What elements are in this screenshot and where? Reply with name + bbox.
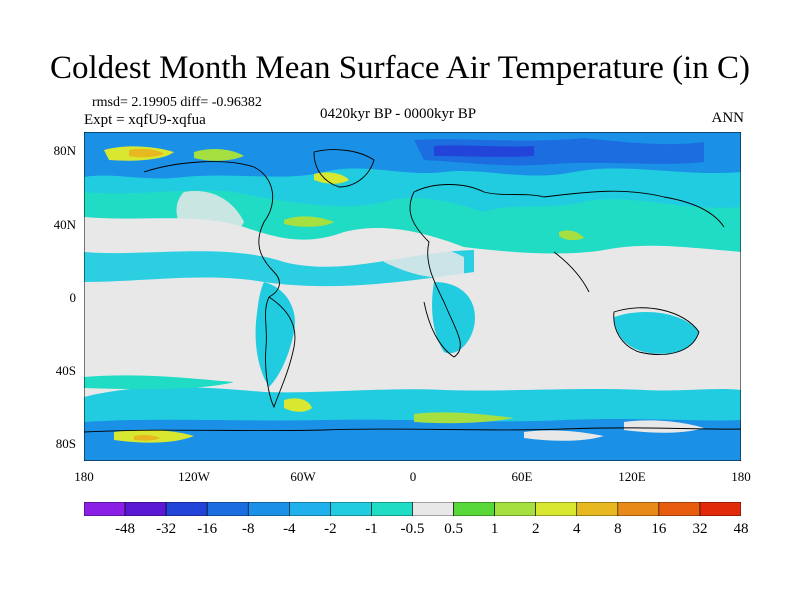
lat-label: 0 (69, 290, 77, 305)
colorbar-label: -8 (242, 521, 255, 537)
colorbar-label: -32 (156, 521, 177, 537)
colorbar-swatch (289, 502, 331, 516)
colorbar-swatch (206, 502, 249, 516)
colorbar-swatch (617, 502, 660, 516)
colorbar-swatch (84, 502, 126, 516)
colorbar-swatch (699, 502, 741, 516)
temperature-map (84, 132, 741, 461)
colorbar-label: 16 (651, 521, 667, 537)
experiment-label: Expt = xqfU9-xqfua (84, 112, 206, 128)
lat-label: 80N (53, 143, 76, 158)
period-label: 0420kyr BP - 0000kyr BP (320, 106, 477, 122)
colorbar-swatch (576, 502, 619, 516)
colorbar-label: -0.5 (400, 521, 425, 537)
colorbar-label: -1 (365, 521, 378, 537)
colorbar-swatch (165, 502, 208, 516)
colorbar-label: 2 (531, 521, 540, 537)
lon-label: 120E (618, 469, 646, 484)
colorbar-swatch (124, 502, 167, 516)
stats-label: rmsd= 2.19905 diff= -0.96382 (92, 95, 262, 110)
colorbar-swatch (453, 502, 495, 516)
colorbar-swatch (658, 502, 701, 516)
lat-label: 80S (55, 436, 76, 451)
colorbar-swatch (412, 502, 454, 516)
lat-label: 40N (53, 217, 76, 232)
colorbar-swatch (330, 502, 372, 516)
colorbar (84, 502, 741, 516)
colorbar-label: -4 (283, 521, 296, 537)
colorbar-label: -2 (324, 521, 337, 537)
colorbar-label: -48 (115, 521, 136, 537)
colorbar-swatch (371, 502, 413, 516)
lon-label: 60E (511, 469, 533, 484)
colorbar-swatch (247, 502, 290, 516)
lon-label: 180 (731, 469, 751, 484)
lon-label: 0 (409, 469, 417, 484)
lon-label: 60W (290, 469, 316, 484)
season-label: ANN (711, 110, 745, 126)
colorbar-swatch (535, 502, 578, 516)
colorbar-label: 0.5 (444, 521, 463, 537)
colorbar-label: -16 (197, 521, 218, 537)
lon-label: 180 (74, 469, 94, 484)
colorbar-label: 1 (490, 521, 499, 537)
colorbar-label: 8 (614, 521, 622, 537)
lat-label: 40S (55, 363, 76, 378)
chart-title: Coldest Month Mean Surface Air Temperatu… (50, 50, 750, 86)
colorbar-swatch (494, 502, 536, 516)
lon-label: 120W (178, 469, 210, 484)
colorbar-label: 48 (733, 521, 749, 537)
colorbar-label: 4 (573, 521, 581, 537)
colorbar-label: 32 (692, 521, 708, 537)
